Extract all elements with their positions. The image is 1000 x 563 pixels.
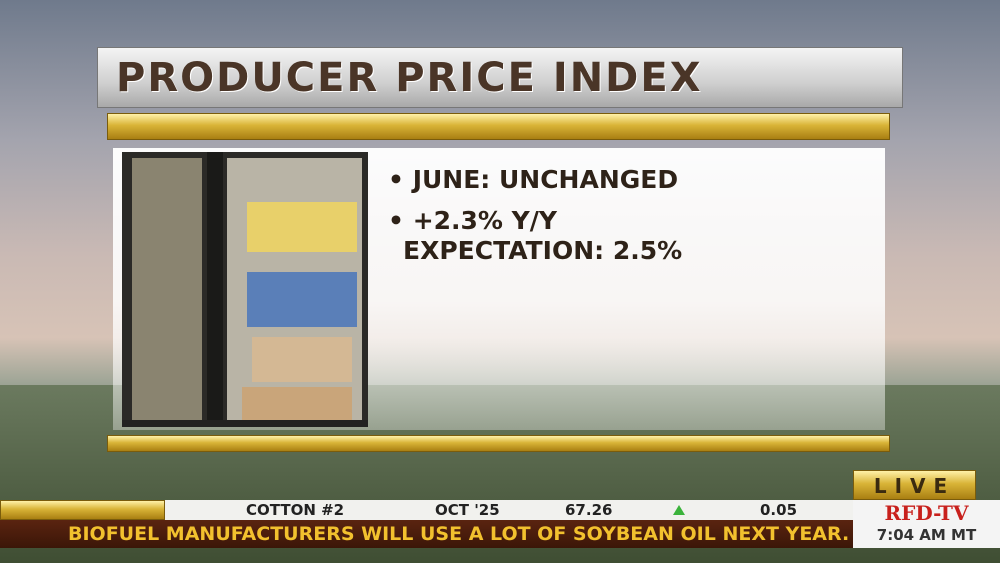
ticker-commodity: COTTON #2 <box>246 501 345 519</box>
ticker-price: 67.26 <box>565 501 613 519</box>
up-arrow <box>673 505 685 515</box>
ticker-contract: OCT '25 <box>435 501 500 519</box>
logo: RFD-TV <box>884 501 969 525</box>
title: PRODUCER PRICE INDEX <box>116 55 703 101</box>
title-bar: PRODUCER PRICE INDEX <box>97 47 903 108</box>
bullet-text: +2.3% Y/Y <box>412 206 558 235</box>
logo-box: RFD-TV 7:04 AM MT <box>853 500 1000 548</box>
bullet: • JUNE: UNCHANGED <box>388 165 679 194</box>
bullet-text: JUNE: UNCHANGED <box>412 165 679 194</box>
clock: 7:04 AM MT <box>876 526 977 544</box>
freezer-photo <box>122 152 368 427</box>
gold-bar <box>107 113 890 140</box>
live-badge: LIVE <box>853 470 976 500</box>
bullet: • +2.3% Y/Y <box>388 206 558 235</box>
ticker-accent <box>0 500 165 520</box>
gold-bar <box>107 435 890 452</box>
ticker-change: 0.05 <box>760 501 798 519</box>
bullet-text: EXPECTATION: 2.5% <box>403 236 683 265</box>
ticker: COTTON #2 OCT '25 67.26 0.05 <box>0 500 853 520</box>
news-crawl: BIOFUEL MANUFACTURERS WILL USE A LOT OF … <box>0 520 853 548</box>
